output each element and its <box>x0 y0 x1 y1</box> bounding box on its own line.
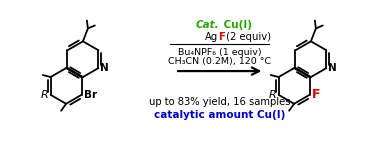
Text: (2 equiv): (2 equiv) <box>223 32 271 42</box>
Text: F: F <box>218 32 225 42</box>
Text: R: R <box>41 90 49 100</box>
Text: Cu(I): Cu(I) <box>220 21 252 30</box>
Text: N: N <box>328 63 336 73</box>
Text: CH₃CN (0.2M), 120 °C: CH₃CN (0.2M), 120 °C <box>168 57 271 66</box>
Text: Bu₄NPF₆ (1 equiv): Bu₄NPF₆ (1 equiv) <box>178 48 262 57</box>
Text: Ag: Ag <box>204 32 218 42</box>
Text: N: N <box>100 63 108 73</box>
Text: up to 83% yield, 16 samples: up to 83% yield, 16 samples <box>149 97 290 107</box>
Text: Cat.: Cat. <box>196 21 220 30</box>
Text: catalytic amount Cu(I): catalytic amount Cu(I) <box>154 110 285 120</box>
Text: F: F <box>311 88 320 101</box>
Text: Br: Br <box>84 90 97 100</box>
Text: R: R <box>269 90 277 100</box>
